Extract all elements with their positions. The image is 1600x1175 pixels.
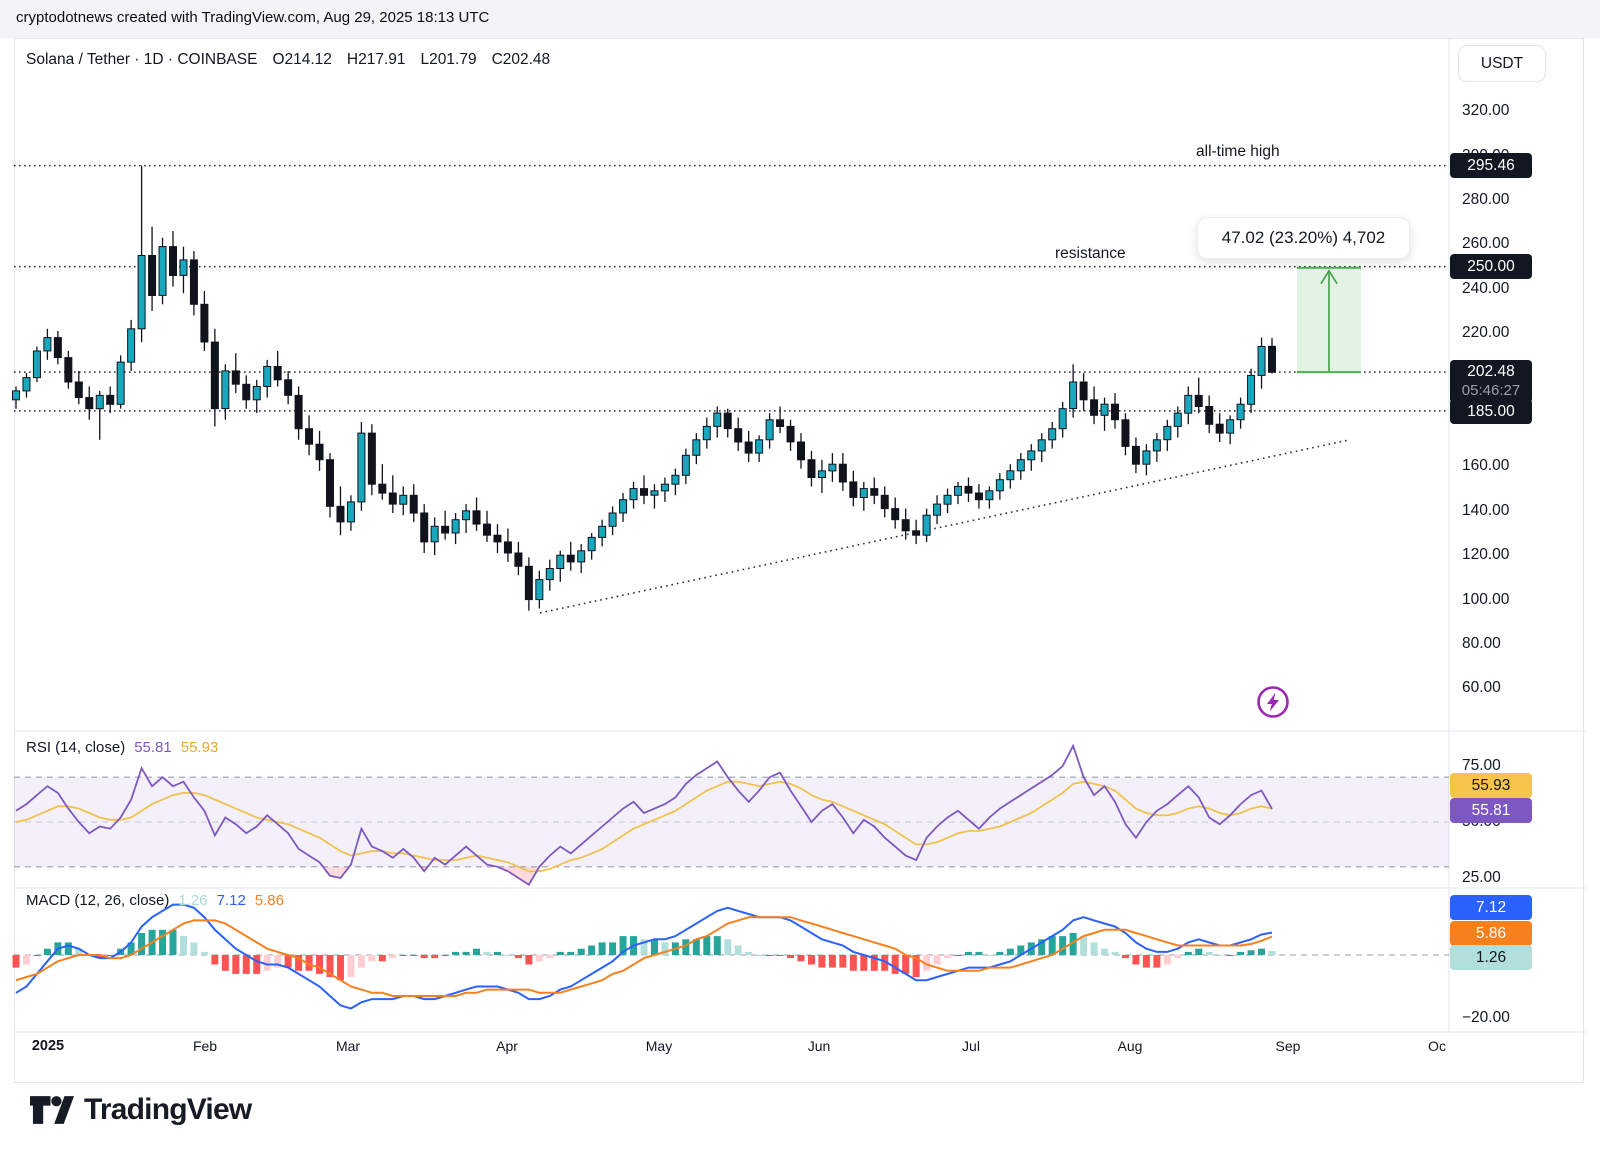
rsi-header: RSI (14, close) 55.81 55.93: [26, 739, 218, 756]
price-tick-140.00: 140.00: [1462, 501, 1510, 519]
time-label-Jun[interactable]: Jun: [807, 1038, 831, 1054]
time-label-Aug[interactable]: Aug: [1117, 1038, 1143, 1054]
flash-icon[interactable]: [1254, 683, 1292, 721]
macd-header: MACD (12, 26, close) 1.26 7.12 5.86: [26, 892, 284, 909]
price-tick-260.00: 260.00: [1462, 235, 1510, 253]
rsi-ma-badge: 55.93: [1450, 773, 1532, 798]
time-label-Mar[interactable]: Mar: [335, 1038, 361, 1054]
attribution-strip: [0, 0, 1600, 38]
currency-toggle-button[interactable]: USDT: [1458, 45, 1546, 82]
ohlc-high: H217.91: [346, 51, 406, 68]
macd-line-badge: 7.12: [1450, 895, 1532, 920]
rsi-ma-value: 55.93: [180, 739, 219, 756]
measure-tooltip: 47.02 (23.20%) 4,702: [1197, 217, 1410, 259]
time-label-2025[interactable]: 2025: [31, 1038, 65, 1054]
symbol-title-row: Solana / Tether · 1D · COINBASE O214.12 …: [26, 51, 550, 69]
tradingview-logo[interactable]: TradingView: [30, 1090, 252, 1130]
time-label-Feb[interactable]: Feb: [192, 1038, 218, 1054]
rsi-badge: 55.81: [1450, 798, 1532, 823]
time-label-Sep[interactable]: Sep: [1275, 1038, 1301, 1054]
rsi-title[interactable]: RSI (14, close): [26, 739, 126, 756]
resistance-label[interactable]: resistance: [1055, 245, 1126, 262]
last-price-value: 202.48: [1467, 363, 1515, 380]
ath-price-badge: 295.46: [1450, 153, 1532, 178]
support-price-badge: 185.00: [1450, 399, 1532, 424]
ohlc-close: C202.48: [491, 51, 551, 68]
price-tick-320.00: 320.00: [1462, 102, 1510, 120]
last-price-badge: 202.48 05:46:27: [1450, 360, 1532, 403]
resistance-price-badge: 250.00: [1450, 254, 1532, 279]
chart-widget-frame: [14, 38, 1584, 1083]
price-tick-60.00: 60.00: [1462, 679, 1501, 697]
all-time-high-label[interactable]: all-time high: [1196, 143, 1280, 160]
rsi-tick-25.00: 25.00: [1462, 869, 1501, 886]
price-tick-80.00: 80.00: [1462, 635, 1501, 652]
ohlc-low: L201.79: [420, 51, 477, 68]
rsi-tick-75.00: 75.00: [1462, 757, 1501, 774]
ohlc-open: O214.12: [272, 51, 332, 68]
time-label-Apr[interactable]: Apr: [496, 1038, 518, 1054]
price-tick-100.00: 100.00: [1462, 590, 1510, 608]
macd-signal-badge: 5.86: [1450, 921, 1532, 946]
rsi-value: 55.81: [134, 739, 172, 756]
macd-tick--20: −20.00: [1462, 1009, 1510, 1026]
macd-line-value: 7.12: [216, 892, 246, 909]
bar-countdown: 05:46:27: [1461, 382, 1521, 399]
price-tick-280.00: 280.00: [1462, 191, 1510, 208]
macd-title[interactable]: MACD (12, 26, close): [26, 892, 170, 909]
tradingview-wordmark: TradingView: [84, 1093, 252, 1126]
price-tick-120.00: 120.00: [1462, 546, 1510, 564]
time-label-Jul[interactable]: Jul: [962, 1038, 980, 1054]
macd-hist-badge: 1.26: [1450, 945, 1532, 970]
symbol-label[interactable]: Solana / Tether · 1D · COINBASE: [26, 51, 258, 68]
macd-hist-value: 1.26: [178, 892, 208, 909]
price-tick-240.00: 240.00: [1462, 279, 1510, 297]
time-label-May[interactable]: May: [645, 1038, 673, 1054]
tradingview-logo-mark: [30, 1096, 74, 1124]
time-label-Oc[interactable]: Oc: [1428, 1038, 1446, 1054]
attribution-text: cryptodotnews created with TradingView.c…: [16, 9, 490, 26]
macd-signal-value: 5.86: [254, 892, 284, 909]
price-tick-160.00: 160.00: [1462, 457, 1510, 475]
price-tick-220.00: 220.00: [1462, 324, 1510, 342]
